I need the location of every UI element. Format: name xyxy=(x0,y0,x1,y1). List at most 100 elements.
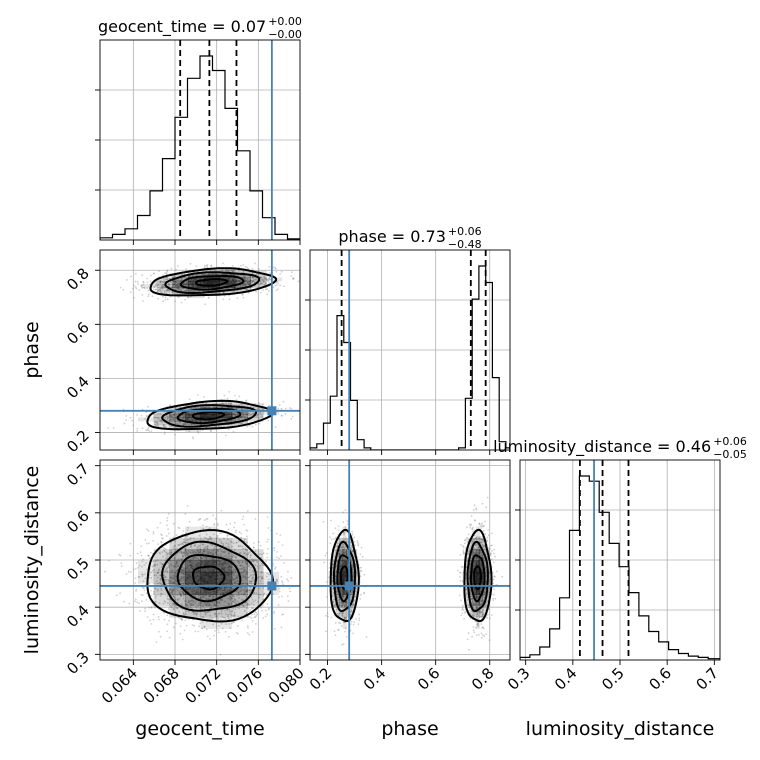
sample-point xyxy=(243,276,246,278)
sample-point xyxy=(160,291,163,294)
sample-point xyxy=(162,555,164,558)
sample-point xyxy=(253,613,256,615)
sample-point xyxy=(234,599,236,601)
sample-point xyxy=(177,288,180,291)
sample-point xyxy=(240,415,243,418)
density-cell xyxy=(231,420,248,425)
sample-point xyxy=(260,556,263,559)
sample-point xyxy=(192,407,195,409)
sample-point xyxy=(179,293,182,295)
sample-point xyxy=(282,613,285,616)
sample-point xyxy=(216,595,219,598)
sample-point xyxy=(152,540,154,542)
sample-point xyxy=(245,280,248,283)
sample-point xyxy=(235,557,238,559)
sample-point xyxy=(130,275,133,278)
sample-point xyxy=(248,282,251,285)
density-cell xyxy=(169,413,186,418)
sample-point xyxy=(176,284,178,286)
sample-point xyxy=(213,557,216,560)
sample-point xyxy=(186,282,188,285)
panel-title: phase = 0.73 +0.06−0.48 xyxy=(338,225,481,251)
sample-point xyxy=(223,394,226,397)
sample-point xyxy=(168,414,171,416)
sample-point xyxy=(214,595,217,598)
sample-point xyxy=(240,593,243,596)
sample-point xyxy=(180,551,183,553)
density-cell xyxy=(188,277,205,282)
sample-point xyxy=(205,518,208,520)
sample-point xyxy=(207,273,210,276)
sample-point xyxy=(230,403,233,406)
sample-point xyxy=(236,418,239,421)
sample-point xyxy=(239,285,242,287)
sample-point xyxy=(230,558,233,560)
sample-point xyxy=(168,582,170,585)
sample-point xyxy=(132,568,135,571)
sample-point xyxy=(266,552,268,555)
sample-point xyxy=(192,558,195,561)
sample-point xyxy=(212,595,215,598)
sample-point xyxy=(160,592,162,595)
sample-point xyxy=(237,285,240,287)
sample-point xyxy=(175,286,178,289)
sample-point xyxy=(189,605,192,608)
sample-point xyxy=(258,407,260,409)
sample-point xyxy=(155,641,158,643)
sample-point xyxy=(228,391,231,393)
sample-point xyxy=(164,286,167,289)
sample-point xyxy=(174,407,177,409)
sample-point xyxy=(237,544,240,547)
sample-point xyxy=(244,280,247,282)
sample-point xyxy=(157,615,160,618)
sample-point xyxy=(161,286,164,289)
sample-point xyxy=(153,272,155,275)
sample-point xyxy=(221,406,224,408)
sample-point xyxy=(208,595,211,598)
sample-point xyxy=(251,276,254,279)
sample-point xyxy=(228,557,231,560)
sample-point xyxy=(281,613,283,616)
sample-point xyxy=(206,545,209,548)
sample-point xyxy=(147,529,150,532)
sample-point xyxy=(237,560,240,563)
sample-point xyxy=(162,285,165,288)
sample-point xyxy=(181,603,183,606)
sample-point xyxy=(238,605,241,607)
sample-point xyxy=(205,264,208,267)
sample-point xyxy=(246,416,249,419)
sample-point xyxy=(232,430,235,433)
sample-point xyxy=(180,571,183,574)
sample-point xyxy=(141,560,144,563)
sample-point xyxy=(322,520,325,523)
sample-point xyxy=(161,285,164,288)
sample-point xyxy=(173,603,176,606)
sample-point xyxy=(210,264,213,267)
sample-point xyxy=(179,279,182,282)
sample-point xyxy=(268,276,271,279)
sample-point xyxy=(143,286,145,289)
sample-point xyxy=(172,595,175,597)
sample-point xyxy=(241,404,244,406)
density-cell xyxy=(247,417,264,422)
sample-point xyxy=(168,289,170,292)
y-tick-label: 0.6 xyxy=(63,318,93,348)
sample-point xyxy=(256,278,258,280)
sample-point xyxy=(182,283,185,286)
sample-point xyxy=(274,567,276,570)
sample-point xyxy=(266,516,269,518)
sample-point xyxy=(175,412,178,415)
sample-point xyxy=(168,415,171,417)
sample-point xyxy=(245,569,247,572)
sample-point xyxy=(244,279,246,281)
sample-point xyxy=(184,548,187,550)
sample-point xyxy=(237,625,239,627)
sample-point xyxy=(216,524,219,527)
sample-point xyxy=(164,299,167,301)
sample-point xyxy=(166,517,169,519)
sample-point xyxy=(204,406,207,409)
sample-point xyxy=(278,590,281,593)
sample-point xyxy=(141,287,144,289)
sample-point xyxy=(325,581,328,583)
sample-point xyxy=(181,569,183,572)
